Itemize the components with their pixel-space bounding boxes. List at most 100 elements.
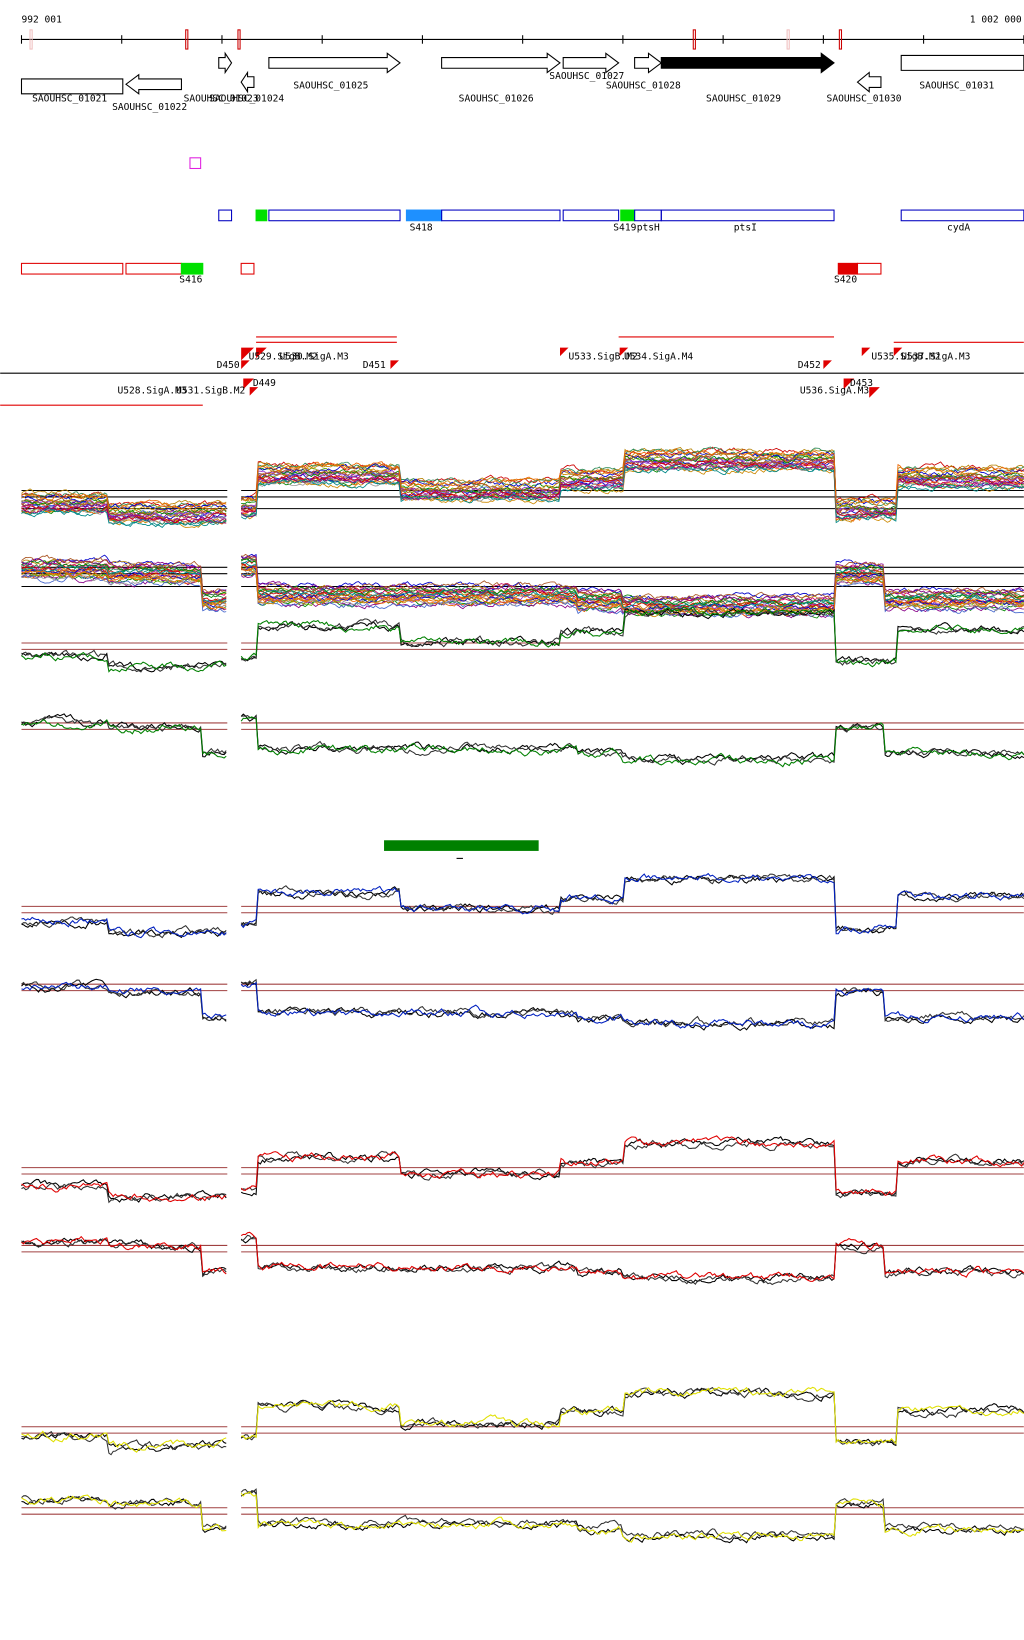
transcript-label: U537.SigA.M3: [901, 351, 970, 362]
signal-trace: [21, 1139, 1024, 1204]
transcript-mark: [241, 360, 250, 369]
feature-label: ptsI: [734, 222, 757, 233]
ruler-end: 1 002 000: [970, 14, 1022, 25]
signal-trace: [21, 1386, 1024, 1453]
gene: [634, 52, 663, 74]
feature-box: [620, 209, 636, 222]
gene-label: SAOUHSC_01025: [293, 81, 368, 92]
transcript-label: U528.SigA.M3: [117, 385, 186, 396]
signal-trace: [21, 451, 1024, 517]
gene: [268, 52, 401, 74]
feature-box: [180, 262, 204, 275]
signal-trace: [21, 464, 1024, 528]
transcript-label: D450: [217, 360, 240, 371]
transcript-label: D451: [363, 360, 386, 371]
feature-box: [660, 209, 835, 222]
gene: [660, 52, 835, 74]
signal-trace: [21, 462, 1024, 525]
transcript-label: D453: [850, 378, 873, 389]
gene: [562, 52, 620, 74]
gene-label: SAOUHSC_01028: [606, 81, 681, 92]
gene: [441, 52, 561, 74]
gene-label: SAOUHSC_01022: [112, 102, 187, 113]
signal-trace: [21, 1231, 1024, 1282]
gene-label: SAOUHSC_01027: [549, 71, 624, 82]
signal-trace: [21, 1234, 1024, 1286]
signal-trace: [21, 1236, 1024, 1284]
feature-box: [837, 262, 859, 275]
transcript-label: U535.SigB.M2: [871, 351, 940, 362]
ruler-mark: [838, 29, 843, 50]
ruler-mark: [786, 29, 790, 50]
ruler-mark: [692, 29, 696, 50]
transcript-label: U531.SigB.M2: [176, 385, 245, 396]
gene: [900, 54, 1024, 71]
signal-trace: [21, 716, 1024, 768]
transcript-mark: [823, 360, 832, 369]
signal-tracks: [21, 446, 1024, 1544]
signal-trace: [21, 872, 1024, 939]
feature-box: [20, 262, 124, 275]
gene: [218, 51, 233, 75]
transcript-mark: [559, 347, 569, 357]
feature-box: [255, 209, 268, 222]
feature-label: cydA: [947, 222, 970, 233]
signal-trace: [21, 1135, 1024, 1203]
feature-box: [856, 262, 882, 275]
feature-box: [268, 209, 401, 222]
signal-trace: [21, 981, 1024, 1030]
ruler-mark: [185, 29, 189, 50]
signal-trace: [21, 978, 1024, 1032]
gene-label: SAOUHSC_01024: [209, 93, 284, 104]
signal-trace: [21, 1136, 1024, 1203]
gene-label: SAOUHSC_01023: [184, 93, 259, 104]
transcript-mark: [249, 387, 259, 396]
gene-label: SAOUHSC_01021: [32, 93, 107, 104]
signal-trace: [21, 1491, 1024, 1543]
transcript-label: U534.SigA.M4: [624, 351, 693, 362]
transcript-mark: [861, 347, 871, 357]
feature-box: [634, 209, 662, 222]
feature-box: [441, 209, 561, 222]
feature-label: S416: [179, 275, 202, 286]
signal-trace: [21, 607, 1024, 673]
signal-trace: [21, 451, 1024, 512]
feature-label: S418: [410, 222, 433, 233]
feature-box: [240, 262, 255, 275]
feature-box: [218, 209, 233, 222]
feature-box: [125, 262, 182, 275]
marker: [189, 157, 202, 170]
gene-label: SAOUHSC_01029: [706, 93, 781, 104]
highlight-bar: [384, 840, 539, 851]
feature-label: S419: [613, 222, 636, 233]
gene: [125, 73, 182, 95]
feature-box: [562, 209, 620, 222]
transcript-label: D449: [253, 378, 276, 389]
ruler-mark: [29, 29, 33, 50]
ruler-start: 992 001: [21, 14, 62, 25]
signal-trace: [21, 561, 1024, 609]
transcript-mark: [893, 347, 903, 357]
gene-label: SAOUHSC_01026: [459, 93, 534, 104]
transcript-label: U536.SigA.M3: [800, 385, 869, 396]
transcript-label: D452: [798, 360, 821, 371]
signal-trace: [21, 1386, 1024, 1456]
signal-trace: [21, 1490, 1024, 1544]
transcript-label: U530.SigA.M3: [280, 351, 349, 362]
gene-label: SAOUHSC_01030: [827, 93, 902, 104]
signal-trace: [21, 555, 1024, 604]
signal-trace: [21, 606, 1024, 673]
transcript-mark: [390, 360, 399, 369]
transcript-label: U533.SigB.M2: [569, 351, 638, 362]
gene: [856, 71, 882, 93]
signal-trace: [21, 713, 1024, 766]
gene-label: SAOUHSC_01031: [919, 81, 994, 92]
signal-trace: [21, 978, 1024, 1028]
signal-trace: [21, 553, 1024, 601]
ruler-mark: [237, 29, 241, 50]
feature-box: [900, 209, 1024, 222]
gene: [20, 78, 124, 95]
transcript-mark: [243, 378, 254, 390]
feature-label: S420: [834, 275, 857, 286]
